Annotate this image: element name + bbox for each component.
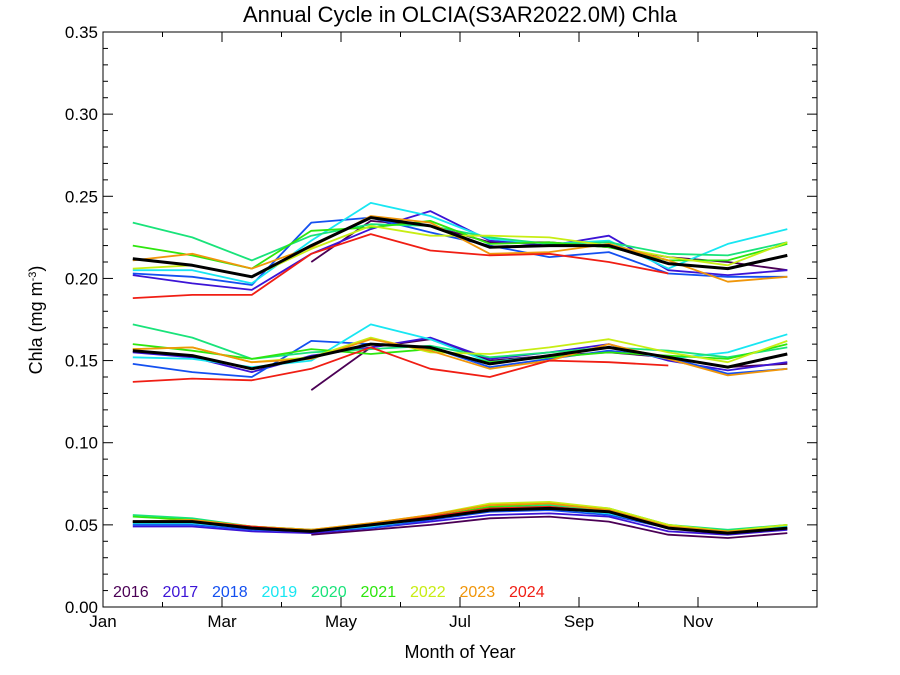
series-line-2016-lower bbox=[311, 515, 788, 539]
legend-item-2023: 2023 bbox=[460, 584, 496, 601]
series-line-2017-upper bbox=[132, 210, 788, 291]
y-axis: 0.00 0.05 0.10 0.15 0.20 0.25 0.30 0.35 bbox=[65, 23, 817, 617]
y-tick-label: 0.15 bbox=[65, 352, 98, 371]
series-line-2017-lower bbox=[132, 512, 788, 536]
series-line-2023-middle bbox=[132, 338, 788, 377]
x-tick-label: Sep bbox=[564, 612, 594, 631]
y-tick-label: 0.10 bbox=[65, 434, 98, 453]
y-tick-label: 0.00 bbox=[65, 598, 98, 617]
series-line-mean-lower bbox=[132, 506, 788, 535]
x-tick-label: Jan bbox=[89, 612, 116, 631]
y-axis-title: Chla (mg m-3) bbox=[26, 266, 46, 375]
legend-item-2020: 2020 bbox=[311, 584, 347, 601]
y-axis-title-close: ) bbox=[26, 266, 46, 272]
x-tick-label: Nov bbox=[683, 612, 714, 631]
legend-item-2017: 2017 bbox=[163, 584, 199, 601]
y-tick-label: 0.35 bbox=[65, 23, 98, 42]
legend-item-2019: 2019 bbox=[262, 584, 298, 601]
y-tick-label: 0.25 bbox=[65, 187, 98, 206]
x-tick-label: May bbox=[325, 612, 358, 631]
series-line-mean-middle bbox=[132, 342, 788, 371]
legend-item-2022: 2022 bbox=[410, 584, 446, 601]
y-tick-label: 0.05 bbox=[65, 516, 98, 535]
y-tick-label: 0.30 bbox=[65, 105, 98, 124]
x-axis-title: Month of Year bbox=[404, 642, 515, 662]
series-line-2024-upper bbox=[132, 233, 669, 299]
legend-item-2021: 2021 bbox=[361, 584, 397, 601]
y-axis-title-superscript: -3 bbox=[27, 272, 39, 282]
plot-lines bbox=[132, 201, 788, 539]
series-line-mean-upper bbox=[132, 216, 788, 279]
legend: 2016 2017 2018 2019 2020 2021 2022 2023 2024 bbox=[113, 584, 545, 601]
y-axis-title-text: Chla (mg m bbox=[26, 281, 46, 374]
chart-title: Annual Cycle in OLCIA(S3AR2022.0M) Chla bbox=[243, 2, 678, 27]
legend-item-2024: 2024 bbox=[509, 584, 545, 601]
series-line-2020-middle bbox=[132, 323, 788, 360]
series-line-2024-middle bbox=[132, 346, 669, 383]
legend-item-2018: 2018 bbox=[212, 584, 248, 601]
legend-item-2016: 2016 bbox=[113, 584, 149, 601]
x-tick-label: Jul bbox=[449, 612, 471, 631]
x-axis: Jan Mar May Jul Sep Nov bbox=[89, 32, 818, 631]
y-tick-label: 0.20 bbox=[65, 269, 98, 288]
x-tick-label: Mar bbox=[207, 612, 237, 631]
